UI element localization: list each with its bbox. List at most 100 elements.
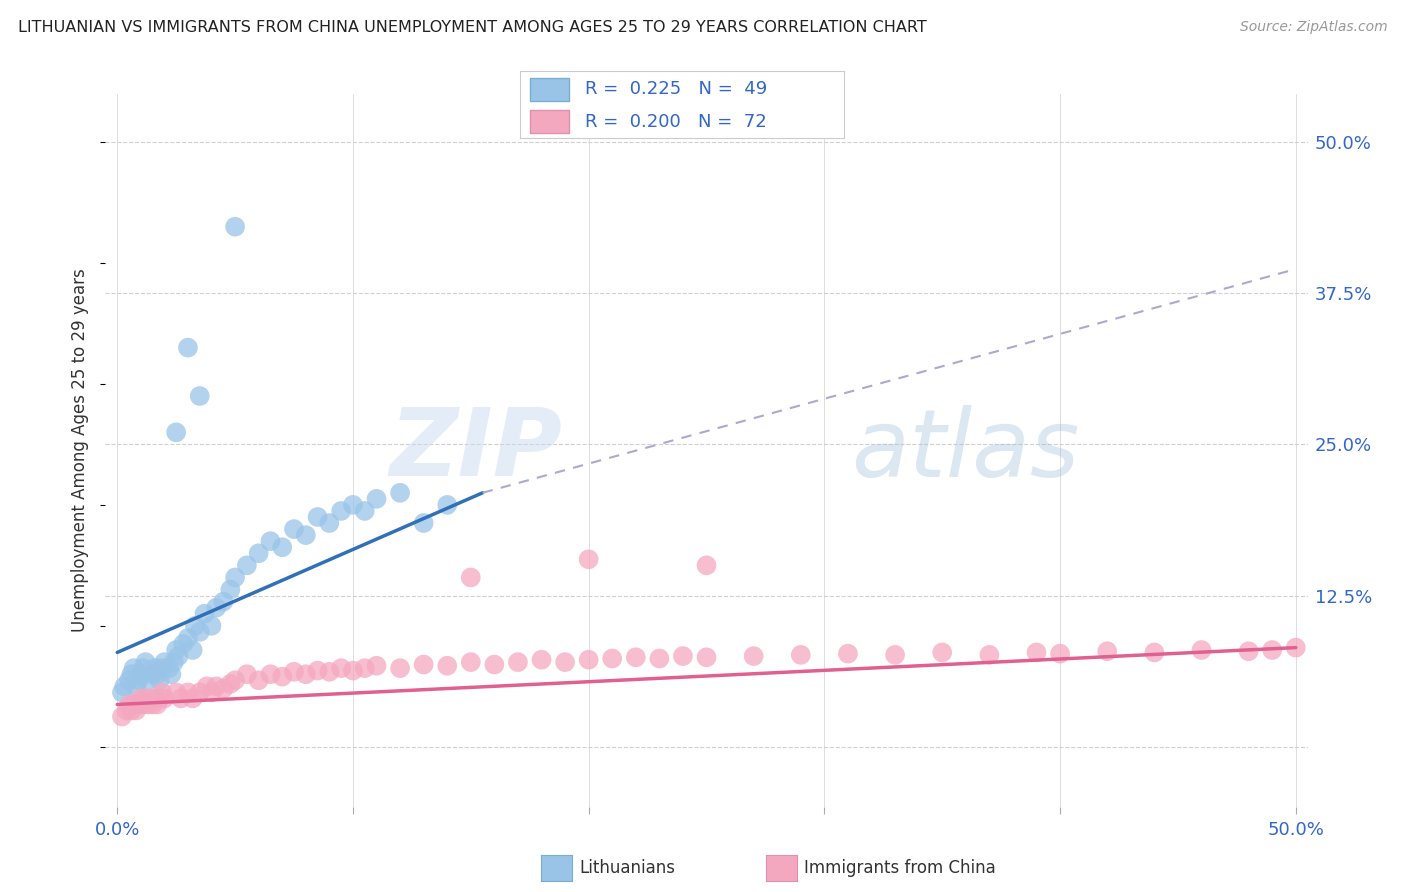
Text: Source: ZipAtlas.com: Source: ZipAtlas.com — [1240, 20, 1388, 34]
Point — [247, 673, 270, 688]
Point — [118, 698, 141, 712]
Point — [330, 661, 353, 675]
Point — [177, 631, 200, 645]
Point — [120, 704, 142, 718]
Point — [150, 661, 173, 675]
Point — [127, 698, 149, 712]
Text: ZIP: ZIP — [389, 404, 562, 497]
Point — [837, 647, 859, 661]
Point — [283, 522, 305, 536]
Point — [460, 655, 482, 669]
Point — [979, 648, 1001, 662]
Point — [283, 665, 305, 679]
Point — [224, 673, 246, 688]
Point — [1143, 645, 1166, 659]
Point — [624, 650, 647, 665]
Point — [135, 655, 157, 669]
Point — [111, 709, 134, 723]
Point — [366, 491, 388, 506]
Point — [342, 664, 364, 678]
Point — [353, 504, 375, 518]
Point — [1025, 645, 1047, 659]
Point — [696, 558, 718, 573]
Point — [143, 661, 166, 675]
Point — [412, 657, 434, 672]
Point — [212, 594, 235, 608]
Point — [111, 685, 134, 699]
Text: atlas: atlas — [851, 405, 1078, 496]
Point — [436, 658, 458, 673]
Point — [165, 685, 187, 699]
Point — [122, 661, 145, 675]
Point — [200, 619, 222, 633]
Point — [389, 485, 412, 500]
Point — [506, 655, 529, 669]
Point — [149, 691, 172, 706]
Point — [150, 685, 173, 699]
Point — [136, 673, 159, 688]
Point — [484, 657, 506, 672]
FancyBboxPatch shape — [530, 111, 568, 133]
Point — [307, 510, 329, 524]
Point — [219, 582, 242, 597]
Point — [790, 648, 813, 662]
Point — [136, 698, 159, 712]
Point — [142, 698, 165, 712]
Point — [931, 645, 953, 659]
Point — [122, 698, 145, 712]
Point — [181, 643, 204, 657]
Point — [142, 667, 165, 681]
Point — [188, 624, 211, 639]
Point — [578, 653, 600, 667]
Point — [205, 600, 228, 615]
Point — [530, 653, 553, 667]
Point — [1285, 640, 1308, 655]
Point — [271, 670, 294, 684]
Point — [236, 667, 259, 681]
Point — [271, 540, 294, 554]
Text: Immigrants from China: Immigrants from China — [804, 859, 995, 877]
Point — [307, 664, 329, 678]
Point — [600, 651, 623, 665]
Point — [1261, 643, 1284, 657]
Point — [1049, 647, 1071, 661]
Point — [160, 667, 183, 681]
Point — [224, 570, 246, 584]
Point — [742, 649, 765, 664]
Point — [181, 691, 204, 706]
Point — [247, 546, 270, 560]
Point — [129, 667, 152, 681]
Point — [672, 649, 695, 664]
Y-axis label: Unemployment Among Ages 25 to 29 years: Unemployment Among Ages 25 to 29 years — [72, 268, 90, 632]
Point — [1097, 644, 1119, 658]
Point — [120, 667, 142, 681]
Point — [188, 685, 211, 699]
Point — [200, 685, 222, 699]
Point — [884, 648, 907, 662]
Point — [149, 673, 172, 688]
Text: LITHUANIAN VS IMMIGRANTS FROM CHINA UNEMPLOYMENT AMONG AGES 25 TO 29 YEARS CORRE: LITHUANIAN VS IMMIGRANTS FROM CHINA UNEM… — [18, 20, 927, 35]
Point — [195, 679, 218, 693]
Point — [125, 679, 148, 693]
Point — [295, 528, 318, 542]
Point — [696, 650, 718, 665]
Point — [578, 552, 600, 566]
Point — [177, 341, 200, 355]
Point — [115, 704, 138, 718]
Point — [212, 681, 235, 696]
Point — [318, 516, 340, 530]
Point — [412, 516, 434, 530]
Point — [389, 661, 412, 675]
Point — [157, 661, 180, 675]
Point — [125, 704, 148, 718]
Text: R =  0.225   N =  49: R = 0.225 N = 49 — [585, 80, 768, 98]
Text: R =  0.200   N =  72: R = 0.200 N = 72 — [585, 112, 766, 130]
Point — [366, 658, 388, 673]
Point — [554, 655, 576, 669]
Point — [219, 677, 242, 691]
Point — [139, 691, 162, 706]
FancyBboxPatch shape — [530, 78, 568, 101]
Point — [165, 643, 187, 657]
Point — [236, 558, 259, 573]
Point — [259, 534, 281, 549]
